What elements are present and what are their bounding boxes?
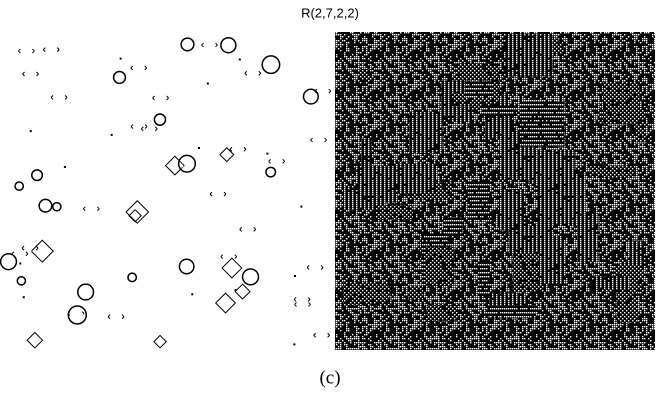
- figure-page: R(2,7,2,2) (c): [0, 0, 662, 404]
- glider: [251, 69, 255, 77]
- glider: [28, 244, 32, 252]
- blob: [17, 277, 25, 285]
- texture-block: [427, 305, 458, 321]
- speck: [191, 293, 193, 295]
- speck: [64, 166, 66, 168]
- blob: [303, 89, 318, 104]
- glider: [300, 295, 304, 303]
- glider: [236, 145, 240, 153]
- diamond: [220, 148, 234, 162]
- glider: [147, 125, 151, 133]
- blob: [181, 38, 194, 51]
- speck: [293, 343, 295, 345]
- speck: [30, 130, 32, 132]
- texture-block: [478, 262, 490, 296]
- speck: [198, 147, 200, 149]
- diamond: [222, 258, 242, 278]
- glider: [246, 225, 250, 233]
- glider: [321, 87, 325, 95]
- texture-block: [465, 81, 492, 98]
- texture-block: [603, 82, 639, 125]
- blob: [39, 199, 52, 212]
- speck: [23, 296, 25, 298]
- glider: [24, 47, 28, 55]
- blob: [221, 38, 236, 53]
- glider: [159, 94, 163, 102]
- blob: [32, 170, 43, 181]
- speck: [111, 134, 113, 136]
- speck: [19, 262, 21, 264]
- texture-block: [343, 282, 390, 305]
- blob: [154, 114, 165, 125]
- glider: [89, 205, 93, 213]
- texture-block: [467, 182, 489, 222]
- blob: [78, 284, 94, 300]
- diamond: [154, 335, 166, 347]
- figure: R(2,7,2,2) (c): [0, 0, 662, 404]
- speck: [239, 58, 241, 60]
- speck: [120, 58, 122, 60]
- figure-caption: (c): [319, 367, 340, 388]
- blob: [262, 56, 279, 73]
- texture-block: [495, 216, 518, 228]
- texture-block: [361, 139, 371, 170]
- diamond: [31, 240, 53, 262]
- glider: [313, 263, 317, 271]
- speck: [207, 83, 209, 85]
- blob: [53, 203, 61, 211]
- glider: [29, 70, 33, 78]
- left-panel: [1, 38, 331, 348]
- blob: [128, 273, 136, 281]
- glider: [320, 331, 324, 339]
- speck: [266, 153, 268, 155]
- speck: [300, 206, 302, 208]
- texture-block: [539, 236, 566, 284]
- glider: [137, 123, 141, 131]
- texture-block: [360, 69, 372, 82]
- blob: [68, 306, 86, 324]
- texture-block: [424, 247, 454, 285]
- blob: [15, 182, 23, 190]
- texture-block: [482, 106, 517, 116]
- blob: [266, 167, 276, 177]
- diamond: [126, 201, 148, 223]
- glider: [18, 250, 22, 258]
- texture-block: [375, 205, 412, 219]
- texture-block: [395, 164, 435, 194]
- glider: [227, 253, 231, 261]
- glider: [57, 93, 61, 101]
- glider: [275, 157, 279, 165]
- blob: [179, 259, 193, 273]
- texture-block: [538, 178, 586, 226]
- figure-title: R(2,7,2,2): [301, 5, 359, 20]
- diamond: [216, 293, 236, 313]
- texture-block: [489, 305, 536, 318]
- glider: [208, 41, 212, 49]
- blob: [243, 269, 259, 285]
- glider: [317, 136, 321, 144]
- texture-block: [513, 249, 544, 292]
- texture-block: [489, 293, 526, 306]
- texture-block: [520, 100, 565, 147]
- speck: [294, 275, 296, 277]
- diamond: [27, 332, 42, 347]
- glider: [114, 313, 118, 321]
- texture-block: [409, 286, 423, 300]
- glider: [216, 190, 220, 198]
- blob: [1, 254, 17, 270]
- glider: [49, 46, 53, 54]
- speck: [235, 289, 237, 291]
- texture-block: [443, 217, 462, 236]
- diamond: [235, 284, 250, 299]
- texture-block: [590, 166, 634, 177]
- texture-block: [506, 34, 553, 76]
- glider: [137, 64, 141, 72]
- blob: [179, 155, 196, 172]
- right-panel: [335, 32, 655, 350]
- texture-block: [409, 112, 443, 153]
- texture-block: [594, 276, 630, 289]
- blob: [114, 71, 126, 83]
